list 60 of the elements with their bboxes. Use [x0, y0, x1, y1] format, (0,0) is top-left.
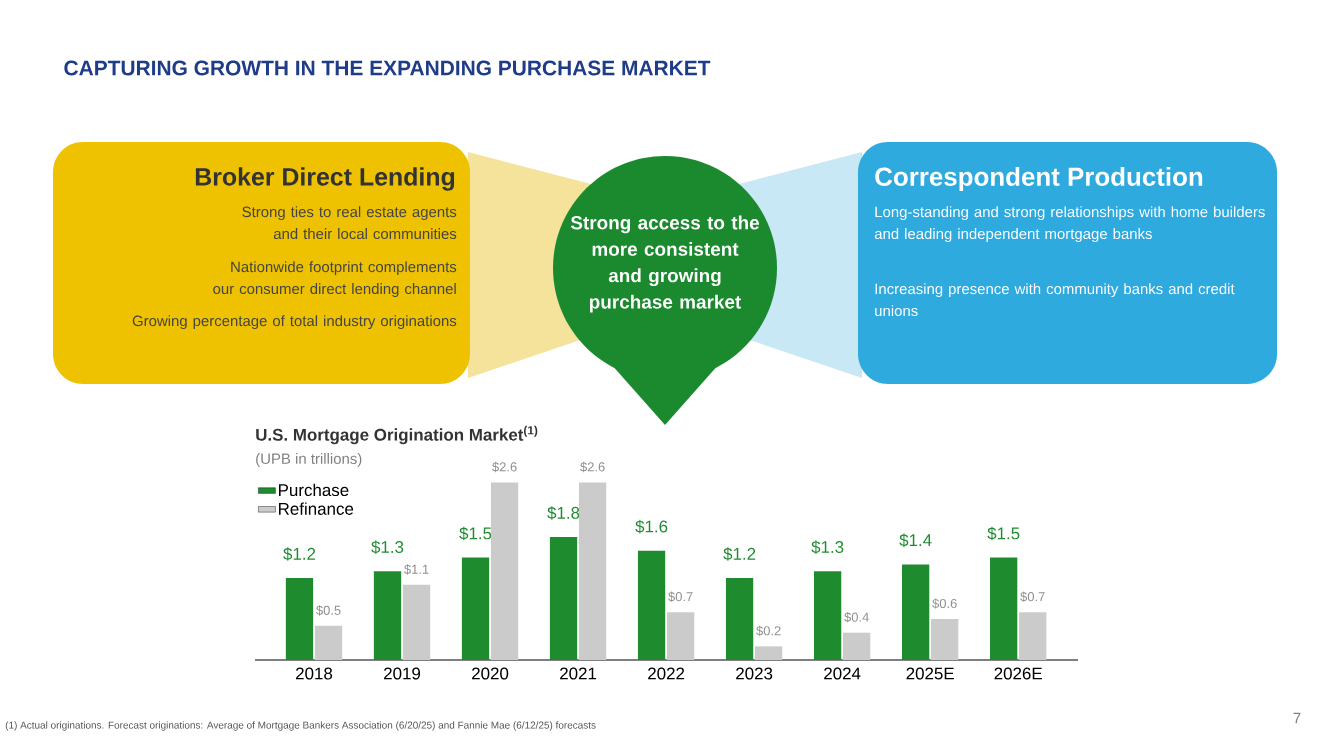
text: Long-standing and strong relationships with home builders and leading independent mortgage banks — [874, 206, 1265, 243]
data-label: $2.6 — [580, 461, 605, 473]
text: Broker Direct Lending — [195, 167, 455, 191]
text: Strong access to the more consistent and growing purchase market — [570, 215, 759, 313]
chart-subtitle: (UPB in trillions) — [256, 453, 362, 467]
chart-title: U.S. Mortgage Origination Market$^{(1)}$ — [256, 425, 538, 445]
data-label: $0.7 — [1020, 591, 1045, 602]
bar — [402, 584, 431, 660]
data-label: $1.2 — [283, 547, 316, 561]
text: Increasing presence with community banks and credit unions — [875, 283, 1235, 317]
bar — [813, 571, 842, 660]
bar — [578, 482, 607, 660]
x-tick-label: 2025E — [906, 667, 954, 680]
bar — [843, 632, 871, 660]
x-tick-label: 2023 — [736, 667, 773, 680]
data-label: $0.6 — [932, 598, 957, 609]
bar — [373, 571, 402, 660]
data-label: $1.3 — [371, 540, 404, 555]
bar — [549, 537, 578, 660]
bar — [637, 550, 666, 660]
bar — [990, 557, 1018, 660]
legend-label: Refinance — [279, 502, 354, 515]
text: 7 — [1293, 712, 1301, 724]
bar — [1019, 612, 1047, 660]
text: Correspondent Production — [875, 166, 1203, 192]
bar — [931, 619, 959, 660]
x-tick-label: 2022 — [648, 667, 685, 680]
text: Strong ties to real estate agents and their local communities — [242, 206, 457, 240]
x-tick-label: 2024 — [824, 667, 861, 680]
data-label: $2.6 — [492, 461, 517, 473]
data-label: $1.6 — [635, 519, 668, 534]
data-label: $1.2 — [723, 547, 756, 561]
x-tick-label: 2020 — [472, 667, 509, 680]
data-label: $1.3 — [811, 540, 844, 555]
text: CAPTURING GROWTH IN THE EXPANDING PURCHASE MARKET — [64, 60, 711, 76]
bar — [490, 482, 519, 660]
bar — [666, 612, 695, 660]
data-label: $0.2 — [756, 625, 781, 637]
x-tick-label: 2026E — [994, 667, 1042, 680]
data-label: $1.4 — [899, 533, 932, 548]
data-label: $1.5 — [459, 526, 492, 541]
x-tick-label: 2019 — [384, 667, 421, 680]
text: Growing percentage of total industry originations — [132, 315, 457, 330]
x-tick-label: 2021 — [560, 667, 597, 680]
bar — [461, 557, 490, 660]
text: (1) Actual originations. Forecast originations: Average of Mortgage Bankers Association (6/20/25) and Fannie Mae (6/12/25) forecasts — [5, 721, 596, 731]
data-label: $0.4 — [844, 611, 869, 623]
bar — [285, 578, 314, 660]
data-label: $0.7 — [668, 591, 693, 602]
text: Nationwide footprint complements our consumer direct lending channel — [213, 261, 457, 298]
bar — [902, 564, 930, 660]
data-label: $1.5 — [987, 526, 1020, 541]
x-tick-label: 2018 — [296, 667, 333, 680]
data-label: $1.8 — [547, 506, 580, 520]
bar — [725, 578, 754, 660]
data-label: $0.5 — [316, 605, 341, 616]
data-label: $1.1 — [404, 564, 429, 575]
bar — [755, 646, 783, 660]
legend-label: Purchase — [279, 483, 349, 497]
bar — [314, 625, 343, 660]
